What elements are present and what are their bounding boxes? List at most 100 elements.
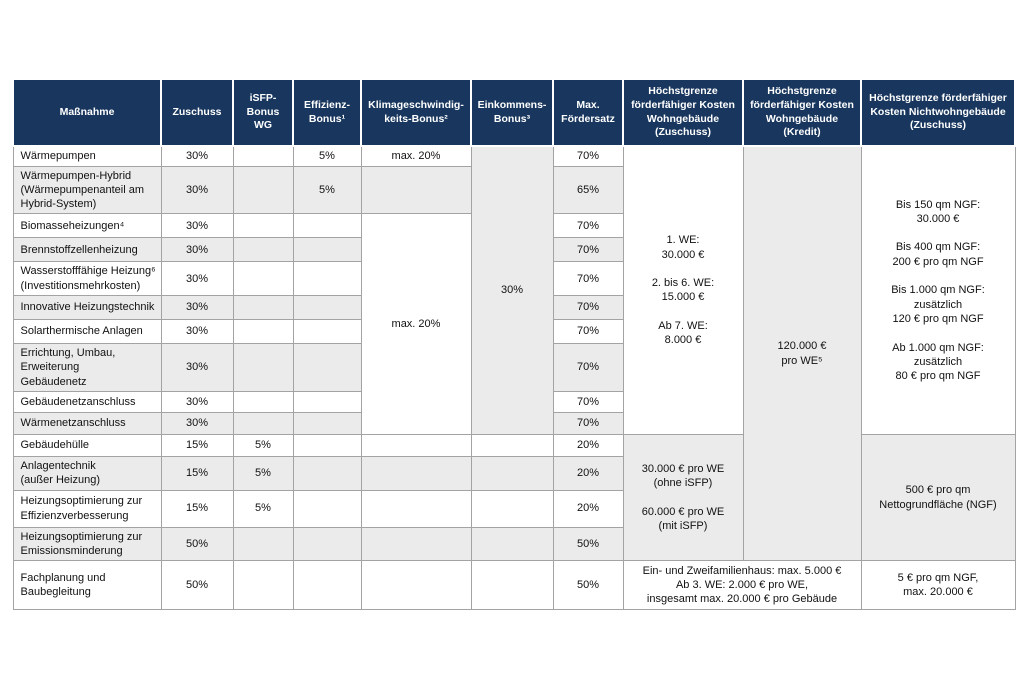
cell-isfp-bonus xyxy=(232,145,294,167)
cell-einkommens-bonus xyxy=(470,489,554,528)
cell-effizienz-bonus xyxy=(292,560,362,611)
cell-effizienz-bonus xyxy=(292,433,362,457)
cell-effizienz-bonus xyxy=(292,489,362,528)
cell-max-foerdersatz: 70% xyxy=(552,261,624,296)
cell-massnahme: Solarthermische Anlagen xyxy=(12,318,162,344)
cell-max-foerdersatz: 20% xyxy=(552,489,624,528)
table-row: Anlagentechnik (außer Heizung) 15% 5% 20… xyxy=(12,455,1015,491)
cell-max-foerdersatz: 70% xyxy=(552,213,624,239)
cell-einkommens-bonus xyxy=(470,433,554,457)
cell-einkommens-bonus xyxy=(470,560,554,611)
cell-massnahme: Gebäudehülle xyxy=(12,433,162,457)
table-row: Errichtung, Umbau, Erweiterung Gebäudene… xyxy=(12,342,1015,392)
cell-max-foerdersatz: 50% xyxy=(552,526,624,562)
foerdersaetze-table: Maßnahme Zuschuss iSFP- Bonus WG Effizie… xyxy=(12,78,1016,611)
cell-klima-bonus xyxy=(360,165,472,215)
cell-zuschuss: 30% xyxy=(160,411,234,435)
table-row: Brennstoffzellenheizung 30% 70% xyxy=(12,237,1015,263)
cell-zuschuss: 30% xyxy=(160,261,234,296)
cell-zuschuss: 15% xyxy=(160,489,234,528)
cell-massnahme: Wärmepumpen xyxy=(12,145,162,167)
cell-klima-bonus xyxy=(360,560,472,611)
cell-klima-bonus xyxy=(360,433,472,457)
cell-max-foerdersatz: 70% xyxy=(552,342,624,392)
col-header-hoechstgrenze-wg-kredit: Höchstgrenze förderfähiger Kosten Wohnge… xyxy=(742,78,862,147)
cell-massnahme: Brennstoffzellenheizung xyxy=(12,237,162,263)
cell-massnahme: Errichtung, Umbau, Erweiterung Gebäudene… xyxy=(12,342,162,392)
cell-zuschuss: 30% xyxy=(160,342,234,392)
cell-klima-bonus xyxy=(360,526,472,562)
cell-einkommens-bonus xyxy=(470,526,554,562)
table-row: Wärmenetzanschluss 30% 70% xyxy=(12,411,1015,435)
cell-nwg-heizung-merged: Bis 150 qm NGF: 30.000 € Bis 400 qm NGF:… xyxy=(860,145,1016,435)
cell-zuschuss: 50% xyxy=(160,560,234,611)
table-row: Wasserstofffähige Heizung⁶ (Investitions… xyxy=(12,261,1015,296)
table-row: Gebäudehülle 15% 5% 20% 30.000 € pro WE … xyxy=(12,433,1016,562)
cell-effizienz-bonus xyxy=(292,213,362,239)
cell-zuschuss: 15% xyxy=(160,455,234,491)
cell-zuschuss: 30% xyxy=(160,165,234,215)
cell-massnahme: Anlagentechnik (außer Heizung) xyxy=(12,455,162,491)
table-row: Wärmepumpen-Hybrid (Wärmepumpenanteil am… xyxy=(12,165,1015,215)
cell-klima-bonus xyxy=(360,489,472,528)
cell-isfp-bonus xyxy=(232,342,294,392)
cell-isfp-bonus xyxy=(232,526,294,562)
cell-massnahme: Innovative Heizungstechnik xyxy=(12,294,162,320)
table-row: Heizungsoptimierung zur Effizienzverbess… xyxy=(12,489,1015,528)
cell-zuschuss: 30% xyxy=(160,145,234,167)
cell-effizienz-bonus: 5% xyxy=(292,145,362,167)
cell-effizienz-bonus xyxy=(292,411,362,435)
cell-zuschuss: 30% xyxy=(160,294,234,320)
cell-isfp-bonus xyxy=(232,318,294,344)
col-header-massnahme: Maßnahme xyxy=(12,78,162,147)
cell-wg-kredit-merged: 120.000 € pro WE⁵ xyxy=(742,145,862,562)
header-row: Maßnahme Zuschuss iSFP- Bonus WG Effizie… xyxy=(12,78,1016,147)
cell-massnahme: Fachplanung und Baubegleitung xyxy=(12,560,162,611)
cell-effizienz-bonus: 5% xyxy=(292,165,362,215)
cell-effizienz-bonus xyxy=(292,526,362,562)
cell-isfp-bonus xyxy=(232,165,294,215)
cell-isfp-bonus xyxy=(232,213,294,239)
cell-effizienz-bonus xyxy=(292,342,362,392)
col-header-einkommens-bonus: Einkommens- Bonus³ xyxy=(470,78,554,147)
cell-isfp-bonus xyxy=(232,294,294,320)
cell-effizienz-bonus xyxy=(292,455,362,491)
cell-zuschuss: 50% xyxy=(160,526,234,562)
cell-isfp-bonus: 5% xyxy=(232,455,294,491)
cell-wg-zuschuss-effizienz-merged: 30.000 € pro WE (ohne iSFP) 60.000 € pro… xyxy=(622,433,744,562)
cell-nwg-effizienz-merged: 500 € pro qm Nettogrundfläche (NGF) xyxy=(860,433,1016,562)
table-row: Wärmepumpen 30% 5% max. 20% 30% 70% 1. W… xyxy=(12,145,1016,562)
cell-effizienz-bonus xyxy=(292,390,362,413)
cell-max-foerdersatz: 70% xyxy=(552,318,624,344)
cell-wg-zuschuss-heizung-merged: 1. WE: 30.000 € 2. bis 6. WE: 15.000 € A… xyxy=(622,145,744,435)
cell-massnahme: Biomasseheizungen⁴ xyxy=(12,213,162,239)
cell-effizienz-bonus xyxy=(292,318,362,344)
cell-isfp-bonus: 5% xyxy=(232,433,294,457)
cell-max-foerdersatz: 70% xyxy=(552,390,624,413)
cell-zuschuss: 30% xyxy=(160,390,234,413)
cell-isfp-bonus xyxy=(232,237,294,263)
cell-massnahme: Wärmepumpen-Hybrid (Wärmepumpenanteil am… xyxy=(12,165,162,215)
cell-einkommens-bonus xyxy=(470,455,554,491)
cell-isfp-bonus xyxy=(232,411,294,435)
table-row: Solarthermische Anlagen 30% 70% xyxy=(12,318,1015,344)
cell-zuschuss: 30% xyxy=(160,318,234,344)
cell-max-foerdersatz: 70% xyxy=(552,145,624,167)
col-header-effizienz-bonus: Effizienz- Bonus¹ xyxy=(292,78,362,147)
cell-wg-fachplanung-merged: Ein- und Zweifamilienhaus: max. 5.000 € … xyxy=(622,560,862,611)
cell-max-foerdersatz: 70% xyxy=(552,411,624,435)
cell-klima-bonus: max. 20% xyxy=(360,145,472,167)
col-header-hoechstgrenze-nwg-zuschuss: Höchstgrenze förderfähiger Kosten Nichtw… xyxy=(860,78,1016,147)
cell-klima-bonus-merged: max. 20% xyxy=(360,213,472,435)
col-header-klimageschwindigkeits-bonus: Klimageschwindig- keits-Bonus² xyxy=(360,78,472,147)
cell-einkommens-bonus-merged: 30% xyxy=(470,145,554,435)
cell-max-foerdersatz: 20% xyxy=(552,433,624,457)
table-row: Biomasseheizungen⁴ 30% max. 20% 70% xyxy=(12,213,1015,435)
col-header-zuschuss: Zuschuss xyxy=(160,78,234,147)
col-header-isfp-bonus: iSFP- Bonus WG xyxy=(232,78,294,147)
cell-max-foerdersatz: 65% xyxy=(552,165,624,215)
cell-isfp-bonus xyxy=(232,560,294,611)
table-row: Fachplanung und Baubegleitung 50% 50% Ei… xyxy=(12,560,1016,611)
col-header-hoechstgrenze-wg-zuschuss: Höchstgrenze förderfähiger Kosten Wohnge… xyxy=(622,78,744,147)
